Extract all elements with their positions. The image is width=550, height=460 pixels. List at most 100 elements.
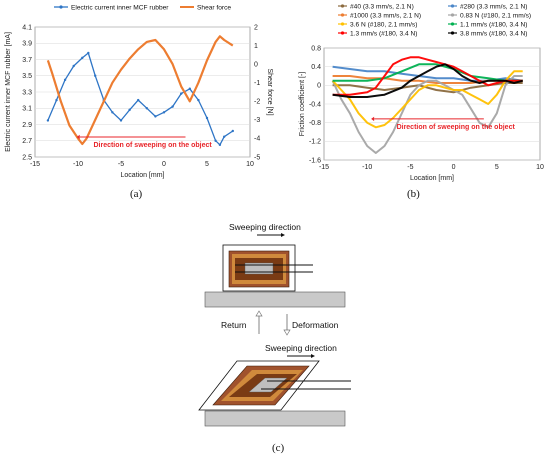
data-point-a — [171, 105, 174, 108]
y-tick-b: 0.8 — [311, 45, 321, 52]
return-arrow-head — [255, 310, 263, 317]
x-tick-b: 0 — [452, 164, 456, 171]
x-tick-a: 5 — [205, 161, 209, 168]
y-tick-right-a: -4 — [254, 136, 260, 143]
return-label: Return — [221, 320, 247, 330]
sweep-arrow-top-head — [281, 233, 285, 237]
caption-b: (b) — [407, 188, 420, 200]
y-tick-b: -0.4 — [309, 101, 321, 108]
data-point-a — [55, 98, 58, 102]
legend-label-b: 1.3 mm/s (#180, 3.4 N) — [350, 30, 417, 37]
data-point-a — [218, 143, 222, 147]
base-plate-top — [204, 291, 346, 308]
legend-marker-b — [340, 13, 345, 17]
legend-marker-b — [450, 4, 455, 8]
legend-label-b: 3.8 mm/s (#180, 3.4 N) — [460, 30, 527, 37]
series-line-b — [331, 75, 523, 154]
data-point-a — [180, 92, 183, 95]
caption-a: (a) — [130, 188, 143, 200]
sweep-direction-label-top: Sweeping direction — [229, 222, 301, 232]
y-tick-right-a: -2 — [254, 99, 260, 106]
data-point-a — [205, 116, 209, 120]
y-tick-left-a: 3.5 — [22, 73, 32, 80]
chart-a-svg: 2.52.72.93.13.33.53.73.94.1-5-4-3-2-1012… — [5, 5, 273, 180]
legend-marker-a — [59, 5, 63, 9]
legend-marker-b — [340, 31, 345, 35]
legend-label-b: 1.1 mm/s (#180, 3.4 N) — [460, 21, 527, 28]
y-tick-left-a: 4.1 — [22, 24, 32, 31]
direction-annotation-a: Direction of sweeping on the object — [93, 142, 212, 149]
data-point-a — [111, 111, 114, 114]
y-tick-right-a: -5 — [254, 154, 260, 161]
x-tick-b: 10 — [536, 164, 544, 171]
data-point-a — [137, 98, 140, 102]
base-plate-bottom — [204, 410, 346, 427]
x-tick-b: -10 — [362, 164, 372, 171]
legend-label-b: 3.6 N (#180, 2.1 mm/s) — [350, 21, 417, 28]
data-point-a — [81, 56, 84, 60]
y-tick-right-a: -3 — [254, 117, 260, 124]
data-point-a — [162, 111, 166, 114]
chart-a: 2.5 2.7 2.9 3.1 3.3 3.5 3.7 3.9 4.1 -5 -4 -3 -2 -1 0 1 2… — [0, 0, 275, 205]
data-point-a — [87, 51, 90, 55]
caption-c: (c) — [272, 442, 285, 454]
data-point-a — [94, 74, 97, 77]
diagram-c: Sweeping direction Return Deformation Sw… — [195, 218, 365, 440]
deformation-label: Deformation — [292, 320, 339, 330]
deformation-arrow-head — [283, 329, 291, 336]
y-tick-left-a: 2.9 — [22, 122, 32, 129]
series-line-b — [332, 56, 523, 96]
series-line-b — [331, 70, 523, 129]
legend-label-b: #1000 (3.3 mm/s, 2.1 N) — [350, 12, 421, 19]
deformation-diagram: Sweeping direction Return Deformation Sw… — [198, 222, 351, 427]
series-line-a — [46, 35, 234, 146]
y-tick-left-a: 3.1 — [22, 106, 32, 113]
y-tick-b: -0.8 — [309, 120, 321, 127]
y-tick-left-a: 3.9 — [22, 41, 32, 48]
y-tick-b: 0 — [317, 83, 321, 90]
direction-annotation-b: Direction of sweeping on the object — [397, 124, 516, 131]
legend-label-a: Electric current inner MCF rubber — [71, 5, 169, 12]
y-tick-right-a: 2 — [254, 24, 258, 31]
y-axis-label-right-a: Shear force [N] — [266, 68, 273, 115]
legend-marker-b — [340, 22, 345, 26]
legend-label-b: 0.83 N (#180, 2.1 mm/s) — [460, 12, 531, 19]
x-tick-b: 5 — [495, 164, 499, 171]
y-tick-left-a: 2.5 — [22, 154, 32, 161]
y-tick-right-a: 1 — [254, 43, 258, 50]
y-tick-right-a: 0 — [254, 61, 258, 68]
x-tick-b: -5 — [407, 164, 413, 171]
x-axis-label-b: Location [mm] — [410, 175, 454, 182]
data-point-a — [145, 107, 148, 110]
y-tick-left-a: 3.3 — [22, 89, 32, 96]
series-line-a — [47, 52, 234, 146]
x-tick-a: -15 — [30, 161, 40, 168]
y-tick-left-a: 3.7 — [22, 57, 32, 64]
direction-arrow-head-a — [76, 134, 80, 140]
data-point-a — [223, 135, 226, 138]
legend-label-b: #280 (3.3 mm/s, 2.1 N) — [460, 3, 527, 10]
legend-marker-b — [450, 31, 455, 35]
legend-marker-b — [450, 13, 455, 17]
x-axis-label-a: Location [mm] — [121, 172, 165, 179]
direction-arrow-head-b — [371, 116, 375, 122]
x-tick-a: 10 — [246, 161, 254, 168]
series-line-b — [332, 63, 523, 98]
data-point-a — [214, 139, 217, 142]
y-tick-b: -1.2 — [309, 139, 321, 146]
data-point-a — [188, 87, 191, 90]
legend-marker-b — [450, 22, 455, 26]
legend-label-a: Shear force — [197, 5, 231, 12]
data-point-a — [154, 115, 157, 118]
data-point-a — [197, 98, 200, 102]
chart-b-svg: -1.6 -1.2 -0.8 -0.4 0 0.4 0.8 -15 -10 -5 0 5 10 Locat… — [299, 3, 544, 182]
y-tick-right-a: -1 — [254, 80, 260, 87]
x-tick-a: -5 — [118, 161, 124, 168]
data-point-a — [119, 119, 123, 122]
x-tick-b: -15 — [319, 164, 329, 171]
y-axis-label-b: Friction coefficient [-] — [299, 72, 306, 137]
chart-b: -1.6 -1.2 -0.8 -0.4 0 0.4 0.8 -15 -10 -5 0 5 10 Locat… — [278, 0, 550, 205]
legend-marker-b — [340, 4, 345, 8]
y-axis-label-left-a: Electric current inner MCF rubber [mA] — [5, 32, 12, 152]
y-tick-b: 0.4 — [311, 64, 321, 71]
